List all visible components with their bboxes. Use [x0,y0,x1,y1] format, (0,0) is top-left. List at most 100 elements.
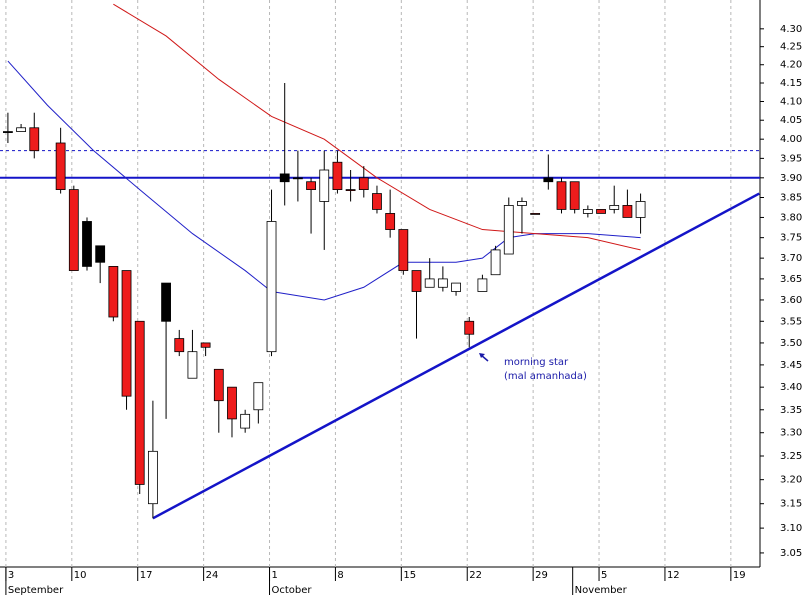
candle [174,329,185,357]
x-tick-label: 15 [403,570,416,581]
candle [55,127,66,194]
candle [464,316,475,348]
y-tick-label: 3.95 [780,153,802,164]
candle-body [609,205,620,210]
candle-body [543,177,554,183]
candle-body [55,142,66,190]
candle [358,166,369,198]
candle-body [424,278,435,288]
x-tick-label: 24 [206,570,219,581]
candle [543,154,554,190]
candle-body [174,338,185,353]
candle-body [477,278,488,292]
candle-body [517,201,527,206]
candle [319,150,330,250]
candle-body [358,177,369,190]
candle [292,150,303,202]
candle [424,258,435,288]
candle [253,382,264,424]
y-tick-label: 4.10 [780,96,802,107]
candle-body [569,181,580,210]
candle [477,274,488,292]
candle-body [490,249,501,276]
candle [3,112,13,143]
candle [345,170,356,202]
y-tick-label: 3.65 [780,274,802,285]
candle [306,177,316,234]
y-tick-label: 3.40 [780,382,802,393]
candle [609,185,620,214]
candle [121,270,132,410]
candle-body [68,189,79,271]
candle-body [121,270,132,397]
candle-body [200,342,211,348]
y-tick-label: 3.60 [780,295,802,306]
y-tick-label: 4.15 [780,78,802,89]
moving-average-line [7,60,641,301]
y-tick-label: 3.50 [780,338,802,349]
candle-body [253,382,264,411]
candle [437,266,448,292]
candle-body [161,282,171,322]
y-tick-label: 3.45 [780,360,802,371]
annotation-text: (mal amanhada) [504,371,587,382]
candle-body [582,209,593,214]
candle [29,112,40,159]
candle [227,386,237,438]
candle [240,409,251,433]
candle [503,197,514,255]
candle-body [319,169,330,202]
y-tick-label: 3.10 [780,523,802,534]
candle [279,83,290,206]
annotation-arrowhead [479,353,485,358]
candle [200,342,211,357]
y-tick-label: 3.30 [780,428,802,439]
y-tick-label: 3.85 [780,192,802,203]
y-tick-label: 3.15 [780,499,802,510]
x-tick-label: 8 [337,570,343,581]
candle-body [398,229,409,271]
candle-body [82,221,92,267]
candle-body [530,213,541,215]
x-tick-label: 10 [74,570,87,581]
annotation-text: morning star [504,357,569,368]
y-tick-label: 3.90 [780,173,802,184]
candle [398,229,409,275]
candle [187,329,198,379]
candle [596,209,606,214]
x-tick-label: 3 [8,570,14,581]
candle-body [95,245,106,263]
candle-body [372,193,382,210]
grid [5,0,732,567]
annotation: morning star (mal amanhada) [479,353,587,382]
candle-body [622,205,633,218]
candle [147,400,158,519]
candle-body [16,127,26,132]
candle [161,282,171,419]
candle [569,181,580,214]
candle [635,193,646,234]
candle-body [134,320,145,485]
candle-body [556,181,567,210]
candle-body [292,177,303,180]
candle-body [266,221,277,353]
candle-body [108,266,119,318]
candle-body [332,161,343,190]
y-tick-label: 3.75 [780,233,802,244]
candle [134,320,145,495]
x-tick-label: 1 [272,570,278,581]
candle-body [635,201,646,218]
y-tick-label: 3.80 [780,212,802,223]
candle [266,189,277,357]
candle [517,197,527,234]
moving-average-line [113,3,641,251]
candle [108,266,119,322]
x-tick-label: 22 [469,570,482,581]
candle-body [187,351,198,379]
candle-body [451,282,461,292]
x-tick-label: 5 [601,570,607,581]
y-tick-label: 4.30 [780,24,802,35]
candle [332,150,343,194]
candle-body [279,173,290,183]
